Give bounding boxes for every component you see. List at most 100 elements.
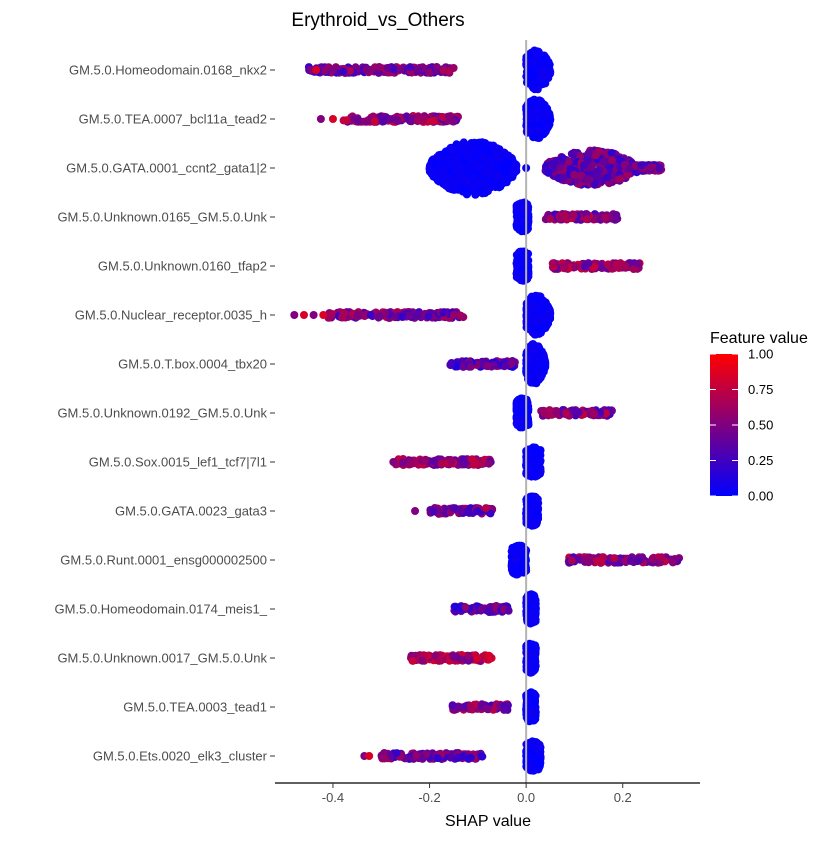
data-point (544, 168, 553, 177)
data-point (444, 112, 453, 121)
data-point (299, 311, 308, 319)
data-point (439, 171, 448, 180)
data-point (637, 161, 646, 170)
data-point (523, 446, 532, 455)
feature-row (507, 541, 684, 579)
data-point (449, 117, 458, 126)
data-point (460, 460, 469, 469)
data-point (530, 347, 539, 356)
data-point (425, 68, 434, 77)
high-value-cloud (316, 112, 462, 126)
feature-row (316, 95, 555, 142)
low-value-cloud (522, 95, 555, 142)
data-point (539, 117, 547, 126)
data-point (569, 148, 578, 157)
data-point (540, 409, 549, 418)
data-point (560, 262, 569, 271)
data-point (646, 163, 655, 172)
data-point (589, 409, 598, 418)
data-point (460, 141, 469, 150)
data-point (417, 116, 426, 125)
high-value-cloud (541, 210, 622, 224)
high-value-cloud (537, 406, 616, 420)
data-point (459, 313, 468, 322)
data-point (584, 259, 593, 268)
data-point (374, 68, 383, 77)
data-point (353, 310, 362, 319)
data-point (319, 311, 328, 319)
data-point (571, 262, 580, 271)
feature-row (512, 394, 616, 432)
data-point (539, 130, 548, 139)
data-point (590, 180, 599, 189)
data-point (607, 149, 616, 157)
high-value-cloud (446, 357, 519, 371)
data-point (381, 309, 390, 318)
data-point (342, 116, 351, 125)
data-point (406, 460, 415, 469)
data-point (481, 139, 490, 148)
data-point (430, 457, 439, 466)
high-value-cloud (389, 455, 495, 469)
data-point (484, 168, 493, 177)
data-point (528, 58, 537, 67)
data-point (546, 214, 555, 223)
feature-row (512, 247, 644, 285)
data-point (610, 554, 619, 563)
data-point (534, 47, 543, 56)
data-point (321, 66, 329, 75)
data-point (567, 556, 576, 565)
low-value-cloud (512, 394, 533, 432)
data-point (447, 146, 456, 155)
data-point (523, 471, 532, 479)
data-point (536, 309, 545, 318)
low-value-cloud (522, 590, 540, 628)
data-point (483, 160, 492, 169)
data-point (541, 360, 550, 369)
data-point (559, 173, 568, 182)
data-point (523, 224, 532, 233)
data-point (394, 116, 402, 125)
data-point (616, 175, 625, 184)
data-point (439, 308, 448, 317)
data-point (525, 126, 534, 135)
data-point (537, 100, 546, 109)
data-point (386, 115, 395, 124)
data-point (530, 99, 539, 108)
data-point (483, 361, 492, 370)
data-point (512, 161, 521, 170)
data-point (655, 164, 664, 173)
data-point (345, 66, 354, 75)
data-point (482, 504, 490, 513)
data-point (527, 303, 536, 312)
feature-row (446, 340, 550, 388)
feature-row (425, 138, 666, 199)
data-point (533, 133, 541, 141)
data-point (420, 456, 429, 465)
high-value-cloud (411, 504, 497, 518)
data-point (484, 459, 493, 468)
data-point (328, 115, 337, 123)
data-point (562, 409, 571, 418)
data-point (594, 166, 603, 175)
data-point (633, 556, 642, 565)
feature-row (290, 291, 555, 339)
data-point (383, 64, 392, 72)
data-point (449, 504, 458, 513)
data-point (457, 173, 466, 182)
data-point (328, 66, 337, 74)
data-point (569, 211, 578, 220)
data-point (316, 115, 325, 123)
data-point (549, 160, 558, 169)
data-point (548, 259, 557, 268)
data-point (668, 557, 677, 566)
data-point (290, 311, 299, 319)
data-point (398, 312, 407, 321)
data-point (540, 298, 549, 307)
data-point (574, 408, 583, 417)
data-point (470, 138, 479, 147)
data-point (424, 312, 433, 321)
data-point (398, 458, 407, 467)
data-point (612, 211, 621, 220)
